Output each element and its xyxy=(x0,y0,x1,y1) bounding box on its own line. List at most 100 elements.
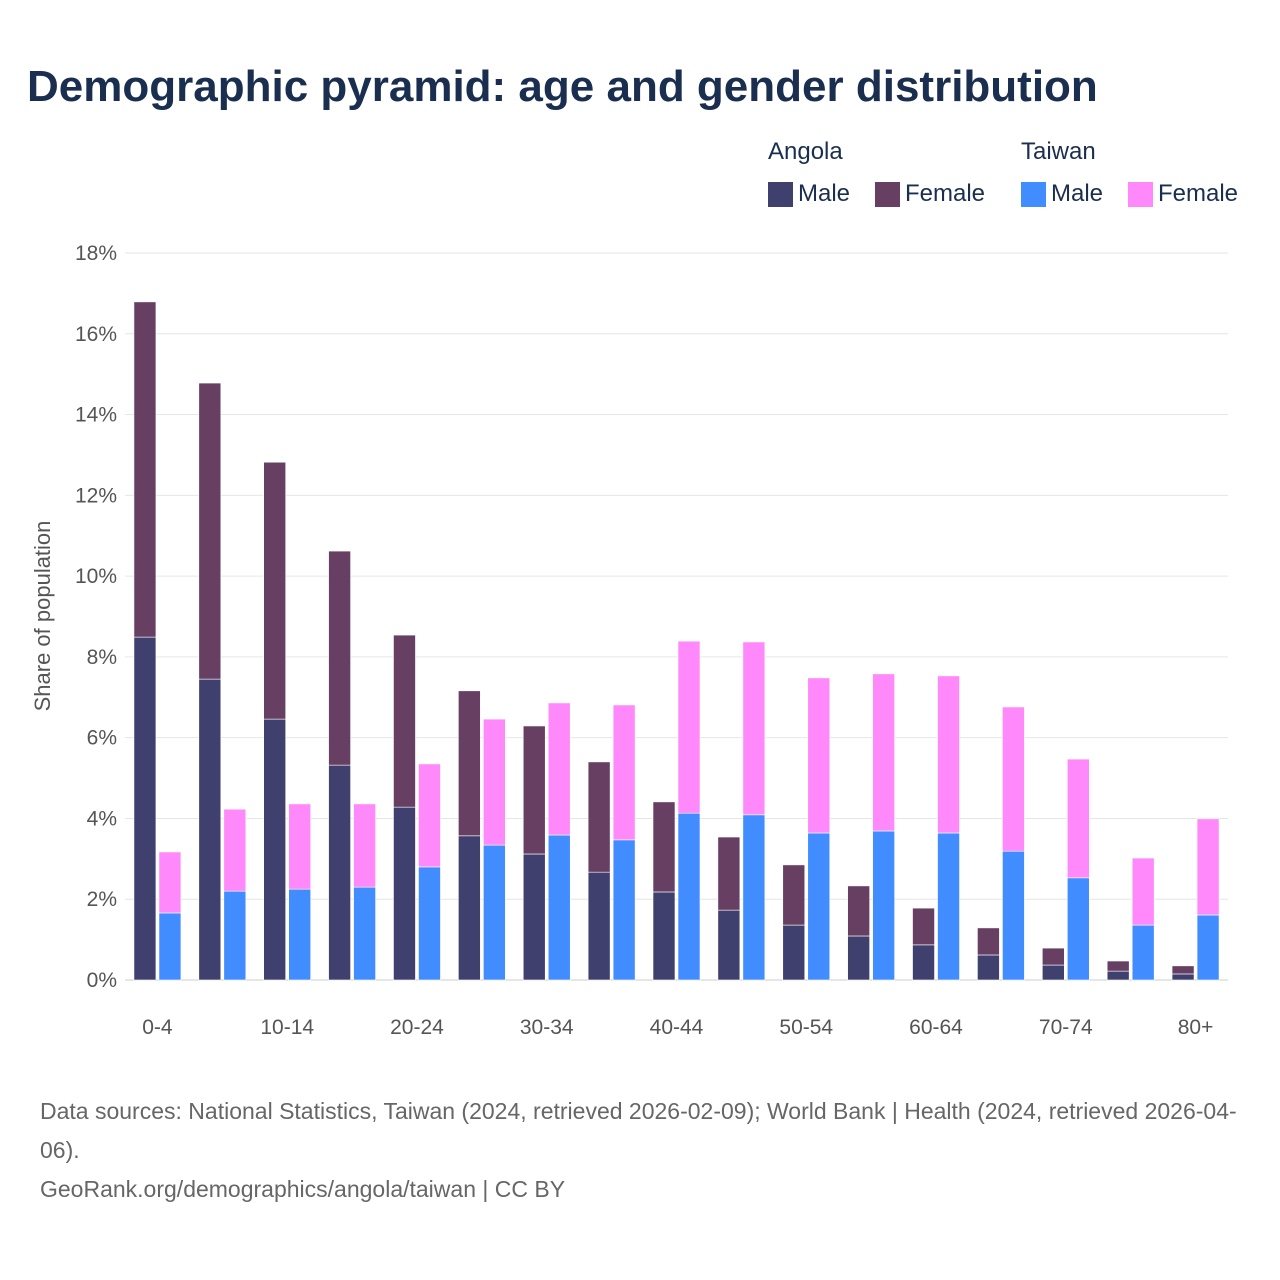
bar-angola-female-70-74[interactable] xyxy=(1041,947,1065,966)
bar-taiwan-male-45-49[interactable] xyxy=(742,814,766,981)
bar-taiwan-male-80+[interactable] xyxy=(1196,914,1220,981)
bar-angola-female-10-14[interactable] xyxy=(263,461,287,720)
bar-angola-male-55-59[interactable] xyxy=(847,935,870,981)
bar-angola-male-75-79[interactable] xyxy=(1106,970,1130,981)
bar-taiwan-female-40-44[interactable] xyxy=(677,640,701,814)
data-sources: Data sources: National Statistics, Taiwa… xyxy=(40,1098,1237,1163)
bar-taiwan-female-0-4[interactable] xyxy=(158,851,182,914)
bar-angola-male-0-4[interactable] xyxy=(133,636,157,981)
bar-angola-male-80+[interactable] xyxy=(1171,973,1195,981)
bar-taiwan-female-80+[interactable] xyxy=(1196,818,1220,916)
bar-taiwan-male-50-54[interactable] xyxy=(807,832,831,981)
legend-swatch xyxy=(1128,181,1153,207)
bar-taiwan-male-0-4[interactable] xyxy=(158,912,182,981)
bar-angola-female-35-39[interactable] xyxy=(587,761,611,873)
bar-angola-female-20-24[interactable] xyxy=(393,634,416,808)
y-tick-label: 2% xyxy=(87,888,117,911)
y-tick-label: 6% xyxy=(87,727,117,750)
legend-angola-male[interactable]: Male xyxy=(768,180,850,208)
bar-angola-male-15-19[interactable] xyxy=(328,764,351,981)
bar-taiwan-female-45-49[interactable] xyxy=(742,641,766,816)
bar-angola-female-75-79[interactable] xyxy=(1106,960,1130,972)
legend-group-taiwan: Taiwan xyxy=(1021,138,1096,165)
bar-angola-male-35-39[interactable] xyxy=(587,871,611,981)
legend-taiwan-male[interactable]: Male xyxy=(1021,180,1103,208)
y-tick-label: 0% xyxy=(87,969,117,992)
bar-taiwan-female-70-74[interactable] xyxy=(1066,758,1090,879)
bar-taiwan-female-10-14[interactable] xyxy=(288,803,312,890)
y-tick-label: 14% xyxy=(75,404,117,427)
bar-angola-male-5-9[interactable] xyxy=(198,678,222,981)
bar-angola-female-30-34[interactable] xyxy=(522,725,546,855)
bar-taiwan-male-40-44[interactable] xyxy=(677,812,701,981)
bar-angola-female-40-44[interactable] xyxy=(652,801,676,893)
bar-angola-male-70-74[interactable] xyxy=(1041,964,1065,981)
y-tick-label: 18% xyxy=(75,242,117,265)
bar-taiwan-male-55-59[interactable] xyxy=(872,830,895,981)
bar-angola-female-80+[interactable] xyxy=(1171,965,1195,975)
bar-taiwan-female-15-19[interactable] xyxy=(353,803,376,888)
bar-angola-male-60-64[interactable] xyxy=(912,944,935,981)
footer: Data sources: National Statistics, Taiwa… xyxy=(40,1092,1240,1209)
bar-taiwan-female-75-79[interactable] xyxy=(1131,857,1155,926)
bar-angola-female-0-4[interactable] xyxy=(133,301,157,638)
bar-taiwan-female-20-24[interactable] xyxy=(418,763,441,868)
bar-taiwan-male-30-34[interactable] xyxy=(547,834,571,981)
bar-angola-female-45-49[interactable] xyxy=(717,836,741,911)
x-tick-label: 20-24 xyxy=(390,1016,444,1039)
bar-taiwan-male-5-9[interactable] xyxy=(223,890,247,981)
bar-taiwan-male-65-69[interactable] xyxy=(1002,850,1025,981)
bar-angola-female-65-69[interactable] xyxy=(977,927,1000,956)
bar-angola-male-45-49[interactable] xyxy=(717,909,741,981)
bar-taiwan-female-50-54[interactable] xyxy=(807,677,831,834)
credit-link[interactable]: GeoRank.org/demographics/angola/taiwan |… xyxy=(40,1176,566,1202)
legend-taiwan-female[interactable]: Female xyxy=(1128,180,1238,208)
y-tick-label: 16% xyxy=(75,323,117,346)
bar-taiwan-male-15-19[interactable] xyxy=(353,886,376,981)
x-tick-label: 40-44 xyxy=(650,1016,704,1039)
bar-taiwan-female-65-69[interactable] xyxy=(1002,706,1025,852)
x-tick-label: 50-54 xyxy=(779,1016,833,1039)
chart-title: Demographic pyramid: age and gender dist… xyxy=(27,62,1098,111)
y-tick-label: 4% xyxy=(87,807,117,830)
bar-angola-male-50-54[interactable] xyxy=(782,924,806,981)
bar-angola-male-40-44[interactable] xyxy=(652,891,676,981)
legend-angola-female[interactable]: Female xyxy=(875,180,985,208)
bar-angola-male-30-34[interactable] xyxy=(522,853,546,981)
x-tick-label: 0-4 xyxy=(142,1016,173,1039)
bar-taiwan-female-55-59[interactable] xyxy=(872,673,895,832)
bar-taiwan-female-25-29[interactable] xyxy=(483,718,506,846)
bar-angola-male-25-29[interactable] xyxy=(458,835,481,981)
legend-swatch xyxy=(768,181,793,207)
bar-angola-male-65-69[interactable] xyxy=(977,954,1000,981)
legend-label: Male xyxy=(798,180,851,207)
legend-group-angola: Angola xyxy=(768,138,843,165)
bar-angola-female-50-54[interactable] xyxy=(782,864,806,926)
x-tick-label: 60-64 xyxy=(909,1016,963,1039)
bar-taiwan-male-20-24[interactable] xyxy=(418,866,441,981)
bar-taiwan-female-5-9[interactable] xyxy=(223,808,247,892)
bar-taiwan-female-35-39[interactable] xyxy=(612,704,636,841)
bar-angola-female-5-9[interactable] xyxy=(198,382,222,680)
bar-angola-male-10-14[interactable] xyxy=(263,718,287,981)
bar-angola-female-55-59[interactable] xyxy=(847,885,870,937)
bar-angola-female-60-64[interactable] xyxy=(912,907,935,946)
y-tick-label: 10% xyxy=(75,565,117,588)
bar-angola-female-25-29[interactable] xyxy=(458,690,481,837)
bar-angola-male-20-24[interactable] xyxy=(393,806,416,981)
bar-taiwan-male-10-14[interactable] xyxy=(288,888,312,981)
bar-taiwan-male-35-39[interactable] xyxy=(612,839,636,981)
bar-angola-female-15-19[interactable] xyxy=(328,550,351,766)
bar-taiwan-male-70-74[interactable] xyxy=(1066,877,1090,981)
x-tick-label: 30-34 xyxy=(520,1016,574,1039)
legend-swatch xyxy=(875,181,900,207)
bar-taiwan-male-60-64[interactable] xyxy=(937,832,960,981)
bar-taiwan-female-60-64[interactable] xyxy=(937,675,960,834)
bar-taiwan-male-25-29[interactable] xyxy=(483,844,506,981)
legend-label: Female xyxy=(905,180,986,207)
bar-taiwan-female-30-34[interactable] xyxy=(547,702,571,836)
bar-taiwan-male-75-79[interactable] xyxy=(1131,924,1155,981)
y-tick-label: 8% xyxy=(87,646,117,669)
y-axis-label: Share of population xyxy=(30,521,55,712)
